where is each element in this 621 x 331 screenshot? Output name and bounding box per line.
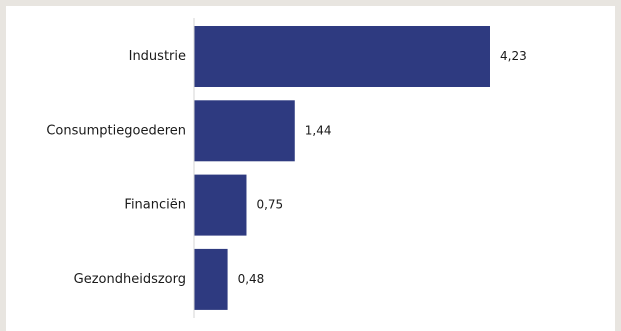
category-label-2: Financiën: [124, 198, 186, 213]
value-label-3: 0,48: [238, 272, 265, 286]
value-label-0: 4,23: [500, 49, 527, 63]
category-label-3: Gezondheidszorg: [74, 272, 186, 287]
bar-3: [194, 248, 228, 310]
category-label-0: Industrie: [129, 49, 186, 64]
bar-2: [194, 174, 247, 236]
bar-0: [194, 26, 490, 87]
bars-group: [194, 26, 490, 310]
category-label-1: Consumptiegoederen: [46, 123, 186, 138]
value-label-1: 1,44: [305, 123, 332, 137]
value-label-2: 0,75: [256, 198, 283, 212]
labels-group: Industrie 4,23 Consumptiegoederen 1,44 Finan…: [46, 49, 526, 287]
bar-1: [194, 100, 295, 162]
